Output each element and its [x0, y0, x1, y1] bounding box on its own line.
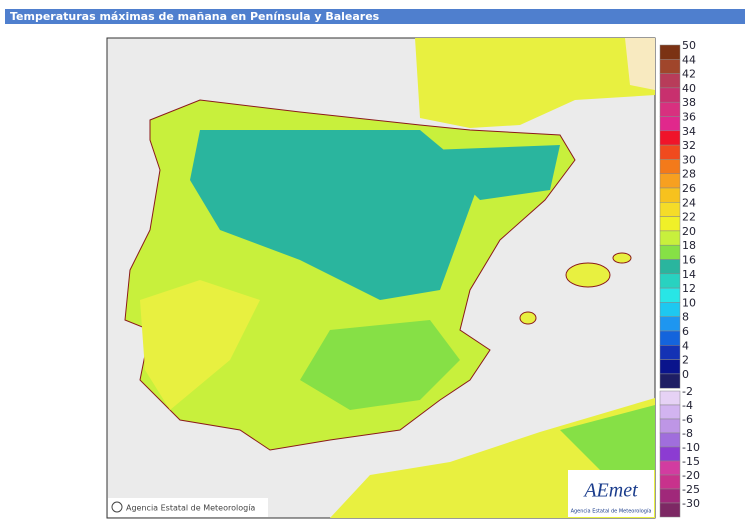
- logo-subtitle: Agencia Estatal de Meteorología: [571, 508, 652, 515]
- legend-label: -8: [682, 427, 693, 440]
- legend-label: -4: [682, 399, 693, 412]
- mild-area: [300, 320, 460, 410]
- legend-label: 40: [682, 82, 696, 95]
- credit-box: [108, 498, 268, 517]
- legend-swatch: [659, 230, 681, 246]
- legend-label: 20: [682, 225, 696, 238]
- legend-swatch: [659, 187, 681, 203]
- title: Temperaturas máximas de mañana en Peníns…: [10, 10, 380, 23]
- legend-swatch: [659, 359, 681, 375]
- legend-swatch: [659, 44, 681, 60]
- legend-swatch: [659, 87, 681, 103]
- legend: 5044424038363432302826242220181614121086…: [659, 39, 700, 518]
- legend-swatch: [659, 404, 681, 420]
- legend-label: 36: [682, 111, 696, 124]
- legend-swatch: [659, 474, 681, 490]
- legend-label: 26: [682, 182, 696, 195]
- legend-label: 22: [682, 211, 696, 224]
- title-bar: [5, 9, 745, 24]
- menorca: [612, 252, 632, 264]
- legend-swatch: [659, 244, 681, 260]
- legend-label: 0: [682, 368, 689, 381]
- legend-swatch: [659, 202, 681, 217]
- legend-swatch: [659, 390, 681, 406]
- legend-swatch: [659, 216, 681, 232]
- legend-swatch: [659, 173, 681, 189]
- legend-label: -10: [682, 441, 700, 454]
- legend-label: 38: [682, 96, 696, 109]
- legend-swatch: [659, 432, 681, 448]
- legend-label: 30: [682, 153, 696, 166]
- legend-label: 18: [682, 239, 696, 252]
- logo-box: [568, 470, 654, 517]
- legend-label: 12: [682, 282, 696, 295]
- legend-label: 2: [682, 354, 689, 367]
- legend-label: -20: [682, 469, 700, 482]
- legend-swatch: [659, 73, 681, 89]
- legend-label: -30: [682, 497, 700, 510]
- logo-name: AEmet: [582, 480, 638, 502]
- legend-swatch: [659, 287, 681, 303]
- mallorca: [565, 262, 611, 288]
- africa-mountains: [560, 405, 655, 470]
- legend-label: 44: [682, 53, 696, 66]
- legend-label: 8: [682, 311, 689, 324]
- legend-swatch: [659, 418, 681, 434]
- legend-label: 32: [682, 139, 696, 152]
- legend-label: 10: [682, 296, 696, 309]
- legend-label: 42: [682, 68, 696, 81]
- legend-label: 4: [682, 339, 689, 352]
- france: [415, 38, 655, 128]
- legend-label: -25: [682, 483, 700, 496]
- map: Agencia Estatal de Meteorología AEmet Ag…: [106, 37, 656, 519]
- france-edge: [625, 38, 655, 90]
- pyrenees: [430, 145, 560, 200]
- legend-swatch: [659, 159, 681, 174]
- legend-swatch: [659, 316, 681, 332]
- ibiza: [519, 311, 537, 325]
- legend-swatch: [659, 502, 681, 518]
- legend-label: 24: [682, 196, 696, 209]
- legend-label: 14: [682, 268, 696, 281]
- legend-swatch: [659, 273, 681, 289]
- legend-swatch: [659, 302, 681, 317]
- legend-swatch: [659, 373, 681, 389]
- legend-swatch: [659, 101, 681, 117]
- warm-area: [140, 280, 260, 410]
- legend-swatch: [659, 59, 681, 74]
- legend-label: 34: [682, 125, 696, 138]
- legend-swatch: [659, 116, 681, 132]
- copyright-icon: [111, 501, 123, 513]
- legend-label: 6: [682, 325, 689, 338]
- credit: Agencia Estatal de Meteorología: [126, 504, 255, 513]
- legend-label: -15: [682, 455, 700, 468]
- legend-swatch: [659, 488, 681, 504]
- legend-swatch: [659, 144, 681, 160]
- legend-label: 50: [682, 39, 696, 52]
- legend-label: -2: [682, 385, 693, 398]
- legend-swatch: [659, 446, 681, 462]
- legend-swatch: [659, 345, 681, 360]
- legend-swatch: [659, 330, 681, 346]
- legend-label: 28: [682, 168, 696, 181]
- legend-label: -6: [682, 413, 693, 426]
- cool-area: [190, 130, 480, 300]
- legend-swatch: [659, 259, 681, 275]
- legend-swatch: [659, 130, 681, 146]
- legend-label: 16: [682, 254, 696, 267]
- legend-swatch: [659, 460, 681, 476]
